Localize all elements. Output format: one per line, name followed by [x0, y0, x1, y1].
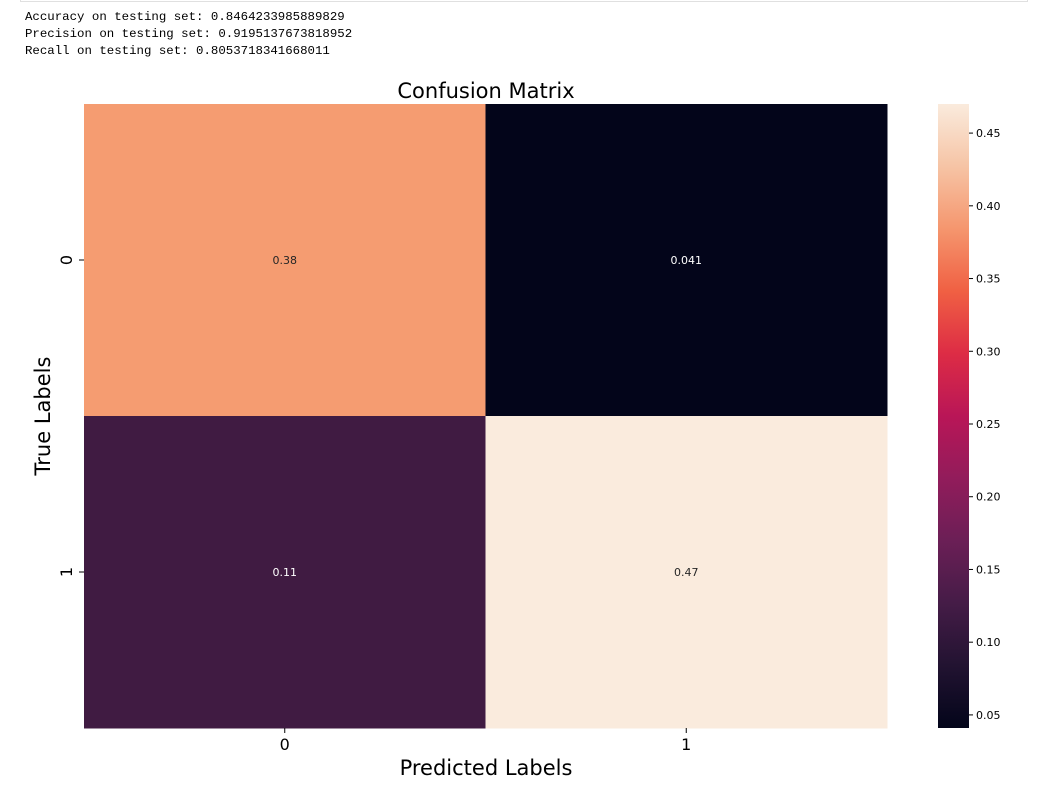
colorbar-tick-label: 0.35 — [976, 273, 1001, 286]
x-tick-label: 1 — [681, 735, 691, 754]
precision-line: Precision on testing set: 0.919513767381… — [25, 27, 353, 41]
heatmap-cell — [485, 104, 888, 417]
x-axis-label: Predicted Labels — [400, 756, 573, 780]
colorbar-tick-label: 0.20 — [976, 491, 1001, 504]
recall-line: Recall on testing set: 0.805371834166801… — [25, 44, 330, 58]
x-tick-label: 0 — [280, 735, 290, 754]
colorbar — [938, 104, 969, 728]
cell-annotation: 0.041 — [671, 254, 703, 267]
cell-annotation: 0.47 — [674, 566, 699, 579]
colorbar-tick-label: 0.25 — [976, 418, 1001, 431]
colorbar-tick-label: 0.40 — [976, 200, 1001, 213]
cell-annotation: 0.38 — [273, 254, 298, 267]
accuracy-line: Accuracy on testing set: 0.8464233985889… — [25, 10, 345, 24]
y-tick-label: 0 — [57, 255, 76, 265]
colorbar-tick-label: 0.10 — [976, 636, 1001, 649]
cell-output: Accuracy on testing set: 0.8464233985889… — [25, 9, 352, 60]
chart-title: Confusion Matrix — [397, 79, 574, 103]
heatmap-cell — [84, 104, 486, 417]
heatmap-cell — [485, 416, 888, 729]
colorbar-tick-label: 0.05 — [976, 709, 1001, 722]
y-axis-label: True Labels — [31, 357, 55, 477]
heatmap-cell — [84, 416, 486, 729]
y-tick-label: 1 — [57, 567, 76, 577]
cell-annotation: 0.11 — [273, 566, 298, 579]
cell-border — [20, 0, 1028, 2]
colorbar-tick-label: 0.15 — [976, 563, 1001, 576]
colorbar-tick-label: 0.45 — [976, 127, 1001, 140]
colorbar-tick-label: 0.30 — [976, 345, 1001, 358]
